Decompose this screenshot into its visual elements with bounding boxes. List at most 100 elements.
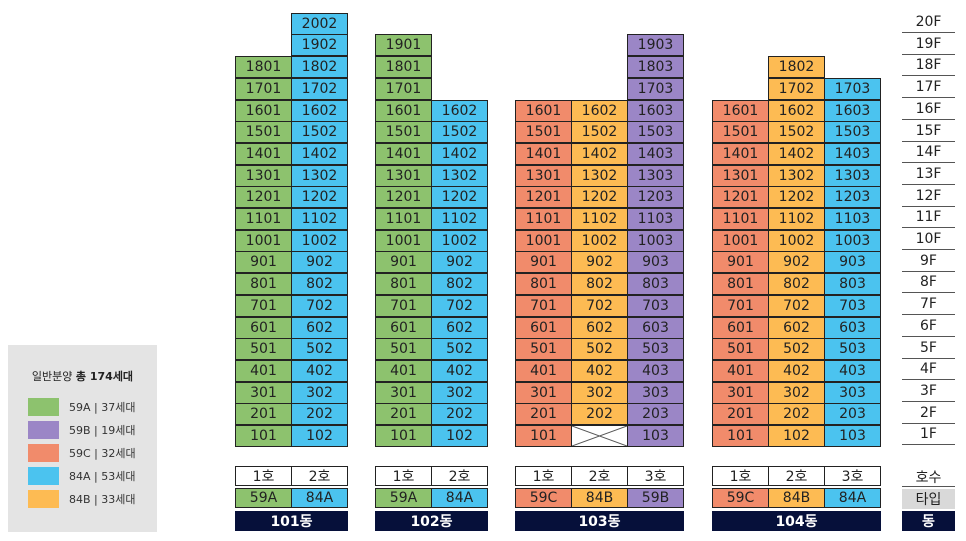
unit-cell[interactable]: 1102	[768, 208, 825, 230]
unit-cell[interactable]: 102	[768, 425, 825, 447]
unit-cell[interactable]: 303	[824, 381, 881, 404]
unit-cell[interactable]: 302	[291, 381, 348, 404]
unit-cell[interactable]: 103	[627, 425, 684, 447]
unit-cell[interactable]: 1603	[627, 99, 684, 122]
unit-cell[interactable]: 1203	[627, 186, 684, 209]
unit-cell[interactable]: 1003	[627, 229, 684, 252]
unit-cell[interactable]: 1802	[291, 56, 348, 79]
unit-cell[interactable]: 1303	[824, 164, 881, 187]
unit-cell[interactable]: 1401	[235, 142, 292, 165]
unit-cell[interactable]: 1202	[431, 186, 488, 209]
unit-cell[interactable]: 1002	[571, 229, 628, 252]
unit-cell[interactable]: 802	[291, 273, 348, 296]
unit-cell[interactable]: 1902	[291, 34, 348, 57]
unit-cell[interactable]: 901	[515, 251, 572, 274]
unit-cell[interactable]: 1102	[291, 208, 348, 230]
unit-cell[interactable]: 301	[235, 381, 292, 404]
unit-cell[interactable]: 101	[375, 425, 432, 447]
unit-cell[interactable]: 1202	[571, 186, 628, 209]
unit-cell[interactable]: 401	[515, 359, 572, 382]
unit-cell[interactable]: 1402	[431, 142, 488, 165]
unit-cell[interactable]: 1101	[235, 208, 292, 230]
unit-cell[interactable]: 1502	[768, 121, 825, 144]
unit-cell[interactable]: 301	[712, 381, 769, 404]
unit-cell[interactable]: 401	[375, 359, 432, 382]
unit-cell[interactable]: 1202	[291, 186, 348, 209]
unit-cell[interactable]: 1601	[235, 99, 292, 122]
unit-cell[interactable]: 302	[768, 381, 825, 404]
unit-cell[interactable]: 601	[235, 316, 292, 339]
unit-cell[interactable]: 1602	[571, 99, 628, 122]
unit-cell[interactable]: 1302	[571, 164, 628, 187]
unit-cell[interactable]: 1602	[291, 99, 348, 122]
unit-cell[interactable]: 303	[627, 381, 684, 404]
unit-cell[interactable]: 803	[627, 273, 684, 296]
unit-cell[interactable]: 1002	[291, 229, 348, 252]
unit-cell[interactable]: 1201	[375, 186, 432, 209]
unit-cell[interactable]: 1001	[235, 229, 292, 252]
unit-cell[interactable]: 1103	[627, 208, 684, 230]
unit-cell[interactable]: 1101	[375, 208, 432, 230]
unit-cell[interactable]: 1201	[712, 186, 769, 209]
unit-cell[interactable]: 903	[824, 251, 881, 274]
unit-cell[interactable]: 703	[627, 294, 684, 317]
unit-cell[interactable]: 902	[291, 251, 348, 274]
unit-cell[interactable]: 1101	[712, 208, 769, 230]
unit-cell[interactable]: 1801	[235, 56, 292, 79]
unit-cell[interactable]: 1401	[712, 142, 769, 165]
unit-cell[interactable]: 1202	[768, 186, 825, 209]
unit-cell[interactable]: 702	[571, 294, 628, 317]
unit-cell[interactable]: 1701	[235, 77, 292, 100]
unit-cell[interactable]: 1201	[515, 186, 572, 209]
unit-cell[interactable]: 101	[235, 425, 292, 447]
unit-cell[interactable]: 1403	[824, 142, 881, 165]
unit-cell[interactable]: 1402	[291, 142, 348, 165]
unit-cell[interactable]: 1002	[431, 229, 488, 252]
unit-cell[interactable]: 503	[824, 338, 881, 361]
unit-cell[interactable]: 801	[712, 273, 769, 296]
unit-cell[interactable]: 201	[375, 403, 432, 426]
unit-cell[interactable]: 2002	[291, 12, 348, 35]
unit-cell[interactable]: 602	[768, 316, 825, 339]
unit-cell[interactable]: 202	[291, 403, 348, 426]
unit-cell[interactable]: 1002	[768, 229, 825, 252]
unit-cell[interactable]: 1001	[712, 229, 769, 252]
unit-cell[interactable]: 1102	[431, 208, 488, 230]
unit-cell[interactable]: 801	[375, 273, 432, 296]
unit-cell[interactable]: 1402	[571, 142, 628, 165]
unit-cell[interactable]: 1302	[291, 164, 348, 187]
unit-cell[interactable]: 601	[712, 316, 769, 339]
unit-cell[interactable]: 1602	[768, 99, 825, 122]
unit-cell[interactable]: 502	[768, 338, 825, 361]
unit-cell[interactable]: 203	[627, 403, 684, 426]
unit-cell[interactable]: 402	[768, 359, 825, 382]
unit-cell[interactable]: 1403	[627, 142, 684, 165]
unit-cell[interactable]: 802	[431, 273, 488, 296]
unit-cell[interactable]: 1302	[431, 164, 488, 187]
unit-cell[interactable]: 402	[431, 359, 488, 382]
unit-cell[interactable]: 1301	[375, 164, 432, 187]
unit-cell[interactable]: 402	[291, 359, 348, 382]
unit-cell[interactable]: 702	[291, 294, 348, 317]
unit-cell[interactable]: 902	[431, 251, 488, 274]
unit-cell[interactable]: 802	[571, 273, 628, 296]
unit-cell[interactable]: 1501	[375, 121, 432, 144]
unit-cell[interactable]: 1503	[627, 121, 684, 144]
unit-cell[interactable]: 1602	[431, 99, 488, 122]
unit-cell[interactable]: 703	[824, 294, 881, 317]
unit-cell[interactable]: 203	[824, 403, 881, 426]
unit-cell[interactable]: 1502	[431, 121, 488, 144]
unit-cell[interactable]: 1102	[571, 208, 628, 230]
unit-cell[interactable]: 801	[515, 273, 572, 296]
unit-cell[interactable]: 901	[375, 251, 432, 274]
unit-cell[interactable]: 302	[571, 381, 628, 404]
unit-cell[interactable]: 1901	[375, 34, 432, 57]
unit-cell[interactable]: 601	[375, 316, 432, 339]
unit-cell[interactable]: 301	[515, 381, 572, 404]
unit-cell[interactable]: 901	[235, 251, 292, 274]
unit-cell[interactable]: 1402	[768, 142, 825, 165]
unit-cell[interactable]: 1201	[235, 186, 292, 209]
unit-cell[interactable]: 1103	[824, 208, 881, 230]
unit-cell[interactable]: 1303	[627, 164, 684, 187]
unit-cell[interactable]: 701	[515, 294, 572, 317]
